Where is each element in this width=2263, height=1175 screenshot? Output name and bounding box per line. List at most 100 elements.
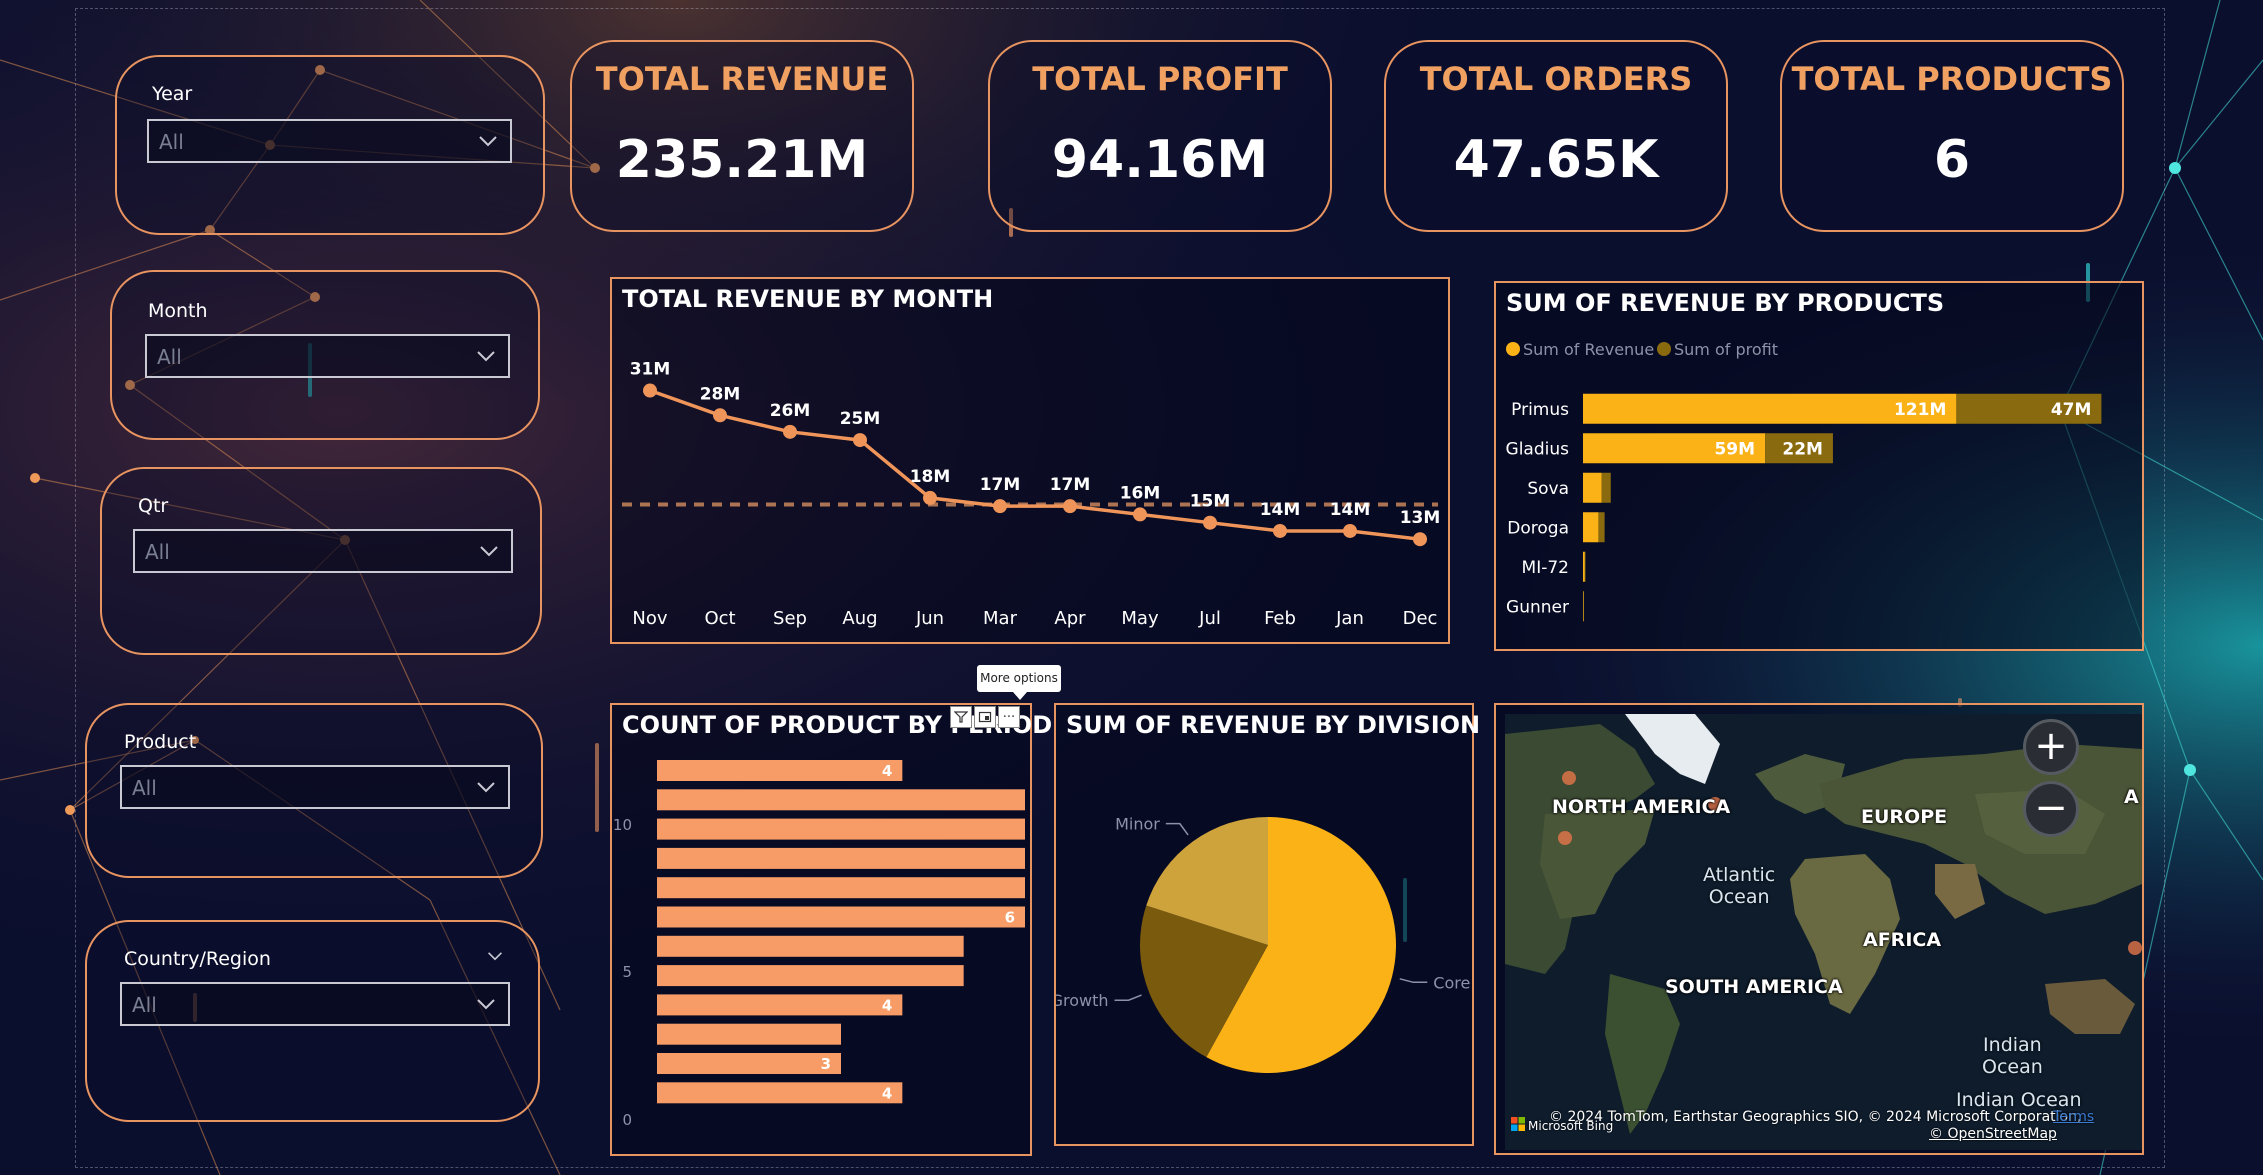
line-point (783, 424, 797, 439)
filter-icon[interactable] (950, 706, 972, 728)
slicer-label: Country/Region (124, 948, 271, 970)
data-label: 6 (1005, 909, 1015, 927)
bar-profit (1765, 433, 1833, 464)
count-bar (657, 760, 903, 781)
revenue-by-month-chart[interactable]: TOTAL REVENUE BY MONTH 31M Nov 28M Oct 26M Se… (610, 277, 1450, 644)
kpi-title: TOTAL PROFIT (1032, 60, 1288, 98)
data-label: 16M (1120, 483, 1161, 503)
line-point (1343, 523, 1357, 538)
map-label-south-america: SOUTH AMERICA (1665, 976, 1843, 998)
count-bar (657, 789, 1025, 811)
map-label-indian-ocean-2: Indian Ocean (1956, 1089, 2082, 1111)
world-map-imagery (1505, 714, 2142, 1150)
x-tick-label: Jan (1335, 608, 1364, 629)
more-options-icon[interactable]: ··· (998, 706, 1020, 728)
month-dropdown[interactable]: All (145, 334, 510, 378)
slicer-value: All (132, 776, 157, 800)
report-canvas-frame (75, 8, 2165, 1168)
map-osm-link[interactable]: © OpenStreetMap (1929, 1126, 2057, 1142)
chart-title: SUM OF REVENUE BY DIVISION (1066, 711, 1481, 739)
qtr-slicer: Qtr All (100, 467, 542, 655)
bar-revenue (1583, 393, 1957, 424)
map-canvas[interactable]: NORTH AMERICA EUROPE AFRICA SOUTH AMERIC… (1505, 714, 2142, 1150)
kpi-value: 47.65K (1453, 130, 1659, 190)
map-terms-link[interactable]: Terms (2053, 1109, 2095, 1125)
zoom-in-button[interactable]: + (2023, 719, 2079, 775)
bar-revenue (1583, 551, 1585, 582)
line-point (993, 499, 1007, 514)
count-bar (657, 994, 903, 1016)
bar-revenue (1583, 433, 1766, 464)
revenue-by-products-chart[interactable]: SUM OF REVENUE BY PRODUCTS Sum of Revenu… (1494, 281, 2144, 651)
qtr-dropdown[interactable]: All (133, 529, 513, 573)
count-bar (657, 818, 1025, 840)
series-line (649, 388, 1421, 541)
x-tick-label: Jun (915, 608, 944, 629)
kpi-title: TOTAL REVENUE (595, 60, 889, 98)
chevron-down-icon[interactable] (487, 948, 503, 964)
slicer-value: All (159, 130, 184, 154)
pie-plot: Core Growth Minor (1056, 815, 1470, 1073)
count-bar-plot: 4 6 4 3 4 10 5 0 (613, 760, 1025, 1129)
year-dropdown[interactable]: All (147, 119, 512, 163)
x-tick-label: May (1121, 608, 1159, 629)
data-label: 18M (910, 467, 951, 487)
x-tick-label: Mar (983, 608, 1018, 629)
bar-revenue (1583, 472, 1602, 503)
chevron-down-icon (477, 351, 495, 362)
y-tick-label: Sova (1527, 479, 1569, 499)
data-label: 17M (980, 475, 1021, 495)
count-bar (657, 1082, 903, 1104)
pie-leader-line (1165, 822, 1189, 836)
count-bar (657, 1053, 841, 1074)
count-bar (657, 935, 964, 957)
data-label: 17M (1050, 475, 1091, 495)
data-label: 14M (1260, 500, 1301, 520)
year-slicer: Year All (115, 55, 545, 235)
visual-header: ··· (950, 706, 1020, 728)
x-tick-label: Sep (773, 608, 807, 629)
bar-revenue (1583, 591, 1584, 622)
count-bar (657, 1023, 841, 1045)
product-slicer: Product All (85, 703, 543, 878)
pie-slice (1140, 905, 1268, 1058)
slicer-value: All (132, 993, 157, 1017)
x-tick-label: Jul (1198, 608, 1221, 629)
data-label: 14M (1330, 500, 1371, 520)
slicer-label: Year (152, 83, 193, 105)
map-visual[interactable]: NORTH AMERICA EUROPE AFRICA SOUTH AMERIC… (1494, 703, 2144, 1155)
count-of-product-chart[interactable]: COUNT OF PRODUCT BY PERIOD 4 6 4 3 4 10 5 0 (610, 703, 1052, 1156)
kpi-total-orders: TOTAL ORDERS 47.65K (1384, 40, 1728, 232)
slicer-value: All (145, 540, 170, 564)
chart-title: TOTAL REVENUE BY MONTH (622, 285, 994, 313)
kpi-value: 94.16M (1051, 130, 1269, 190)
product-dropdown[interactable]: All (120, 765, 510, 809)
chevron-down-icon (477, 782, 495, 793)
x-tick-label: Apr (1054, 608, 1086, 629)
x-tick-label: Dec (1403, 608, 1438, 629)
line-point (713, 408, 727, 423)
map-point-marker (2128, 941, 2142, 955)
pie-slice (1146, 817, 1268, 945)
kpi-total-profit: TOTAL PROFIT 94.16M (988, 40, 1332, 232)
y-tick-label: MI-72 (1522, 558, 1569, 578)
focus-mode-icon[interactable] (974, 706, 996, 728)
map-label-atlantic-ocean: Atlantic Ocean (1703, 864, 1776, 908)
chevron-down-icon (477, 999, 495, 1010)
count-bar (657, 965, 964, 987)
data-label: 4 (882, 1084, 892, 1102)
data-label: 22M (1782, 439, 1823, 459)
slicer-value: All (157, 345, 182, 369)
data-label: 31M (630, 360, 671, 380)
line-point (1203, 515, 1217, 530)
count-bar (657, 877, 1025, 899)
slicer-label: Month (148, 300, 208, 322)
zoom-out-button[interactable]: − (2023, 781, 2079, 837)
revenue-by-division-chart[interactable]: SUM OF REVENUE BY DIVISION Core Growth Min… (1054, 703, 1480, 1146)
data-label: 13M (1400, 508, 1441, 528)
pie-leader-line (1114, 994, 1142, 1001)
pie-label: Core (1433, 973, 1470, 992)
y-tick-label: Gunner (1506, 597, 1569, 617)
count-bar (657, 847, 1025, 869)
country-region-dropdown[interactable]: All (120, 982, 510, 1026)
